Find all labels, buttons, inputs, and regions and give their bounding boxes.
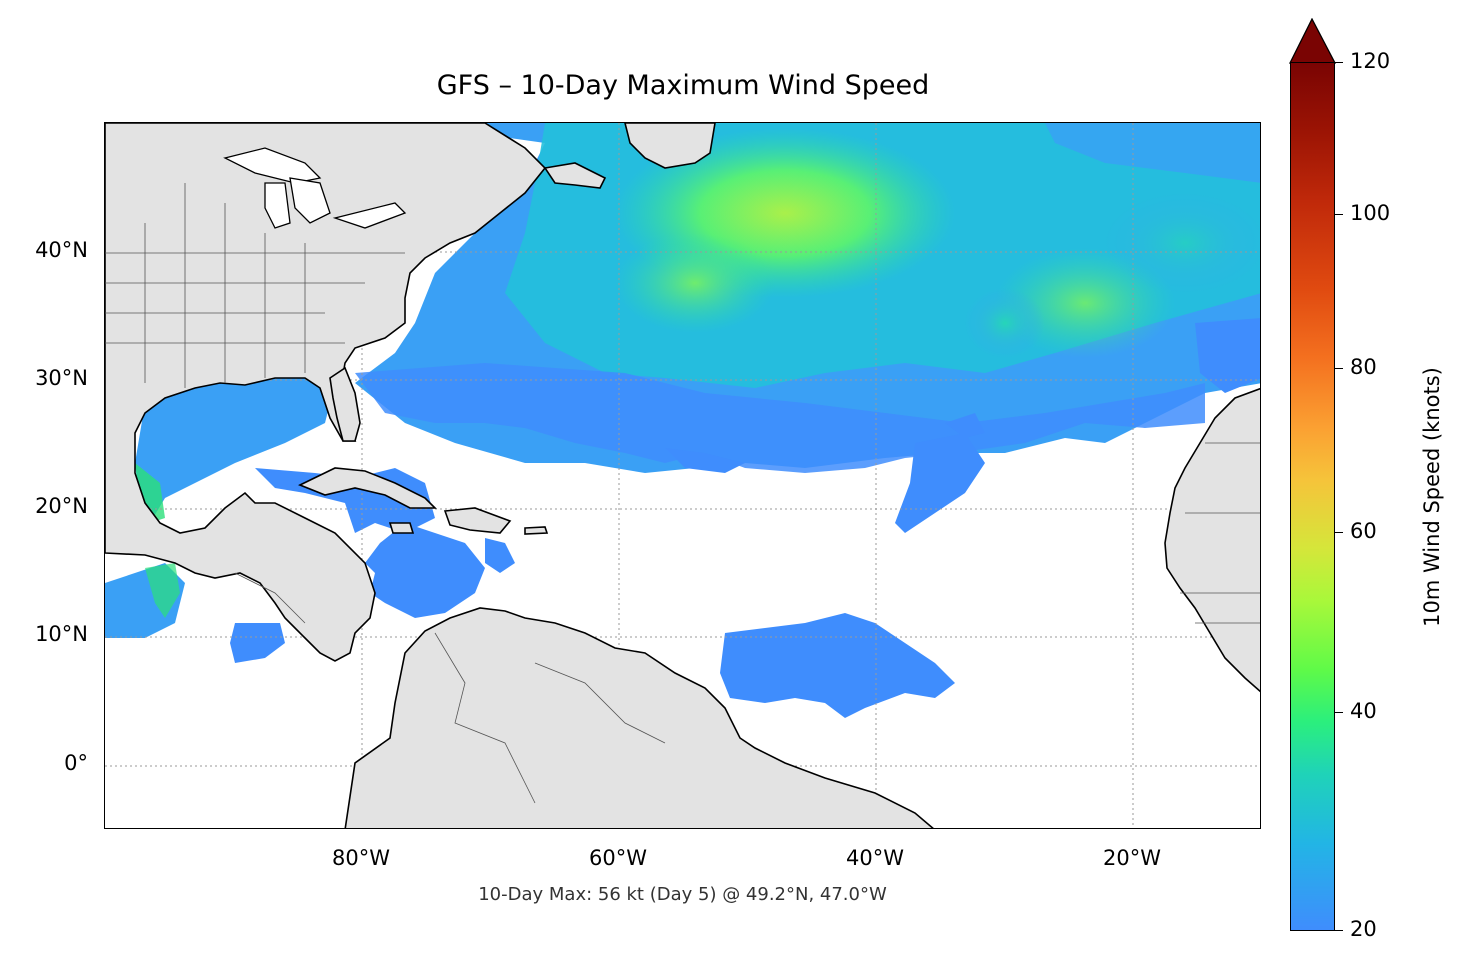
- land-north-america: [105, 123, 547, 662]
- colorbar-tick: [1335, 214, 1343, 216]
- max-wind-footnote: 10-Day Max: 56 kt (Day 5) @ 49.2°N, 47.0…: [478, 884, 887, 905]
- x-tick-label: 40°W: [846, 846, 904, 870]
- land-florida: [329, 366, 361, 442]
- colorbar-tick: [1335, 368, 1343, 370]
- land-hispaniola: [443, 507, 512, 534]
- y-tick-label: 10°N: [35, 622, 88, 646]
- wind-field-north-atlantic: [355, 123, 1260, 473]
- land-nova-scotia: [543, 162, 607, 189]
- land-cuba: [298, 467, 437, 509]
- colorbar-tick: [1335, 930, 1343, 932]
- y-tick-label: 20°N: [35, 494, 88, 518]
- land-africa: [1164, 387, 1260, 693]
- colorbar-tick: [1335, 712, 1343, 714]
- land-newfoundland: [624, 123, 716, 169]
- x-tick-label: 60°W: [589, 846, 647, 870]
- map-title: GFS – 10-Day Maximum Wind Speed: [436, 70, 930, 101]
- great-lakes: [223, 147, 407, 229]
- land-south-america: [344, 607, 934, 828]
- colorbar-tick: [1335, 62, 1343, 64]
- y-tick-label: 30°N: [35, 366, 88, 390]
- colorbar-tick-label: 60: [1350, 519, 1377, 543]
- x-tick-label: 20°W: [1103, 846, 1161, 870]
- political-borders: [105, 183, 1260, 804]
- y-tick-label: 40°N: [35, 238, 88, 262]
- colorbar: [1290, 62, 1335, 931]
- wind-map: [105, 123, 1260, 828]
- colorbar-tick-label: 100: [1350, 201, 1391, 225]
- colorbar-tick-label: 120: [1350, 49, 1391, 73]
- colorbar-extend-arrow: [1289, 18, 1336, 64]
- map-panel: [104, 122, 1261, 829]
- colorbar-label: 10m Wind Speed (knots): [1420, 367, 1444, 627]
- land-masses: [105, 123, 1260, 828]
- y-tick-label: 0°: [64, 751, 88, 775]
- wind-field-itcz: [720, 613, 955, 718]
- land-jamaica: [388, 522, 415, 534]
- colorbar-tick-label: 20: [1350, 917, 1377, 941]
- colorbar-tick-label: 40: [1350, 699, 1377, 723]
- colorbar-tick-label: 80: [1350, 355, 1377, 379]
- land-puerto-rico: [524, 526, 549, 535]
- colorbar-tick: [1335, 532, 1343, 534]
- x-tick-label: 80°W: [332, 846, 390, 870]
